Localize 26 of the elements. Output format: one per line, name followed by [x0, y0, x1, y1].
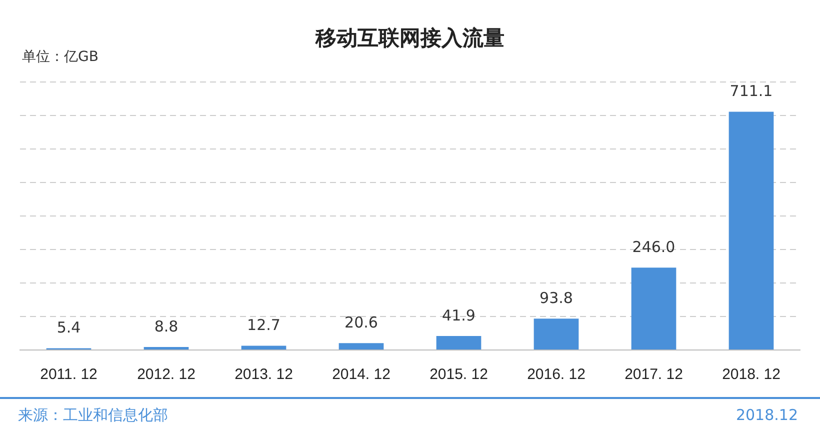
data-label: 41.9 — [442, 306, 476, 324]
x-tick-label: 2016. 12 — [527, 366, 586, 384]
x-tick-label: 2013. 12 — [234, 366, 293, 384]
source-note: 来源：工业和信息化部 — [18, 406, 168, 425]
bar — [631, 268, 676, 350]
data-label: 246.0 — [632, 238, 676, 256]
x-tick-label: 2018. 12 — [722, 366, 780, 384]
data-label: 20.6 — [344, 313, 378, 332]
data-label: 12.7 — [247, 316, 280, 334]
bar — [241, 346, 286, 350]
data-label: 5.4 — [56, 318, 81, 337]
x-tick-label: 2017. 12 — [624, 366, 683, 384]
text: 2018.12 — [736, 406, 798, 424]
data-label: 93.8 — [540, 288, 573, 307]
x-tick-label: 2011. 12 — [40, 366, 98, 384]
bar — [436, 336, 482, 350]
chart-title: 移动互联网接入流量 — [316, 26, 504, 50]
x-tick-label: 2012. 12 — [137, 366, 196, 384]
bar — [534, 318, 579, 350]
bar — [338, 343, 384, 350]
x-tick-label: 2014. 12 — [332, 366, 390, 384]
data-label: 8.8 — [154, 317, 178, 336]
x-tick-label: 2015. 12 — [430, 366, 488, 384]
y-axis-title: 单位：亿GB — [22, 48, 98, 66]
bar — [728, 112, 774, 350]
data-label: 711.1 — [730, 82, 773, 100]
